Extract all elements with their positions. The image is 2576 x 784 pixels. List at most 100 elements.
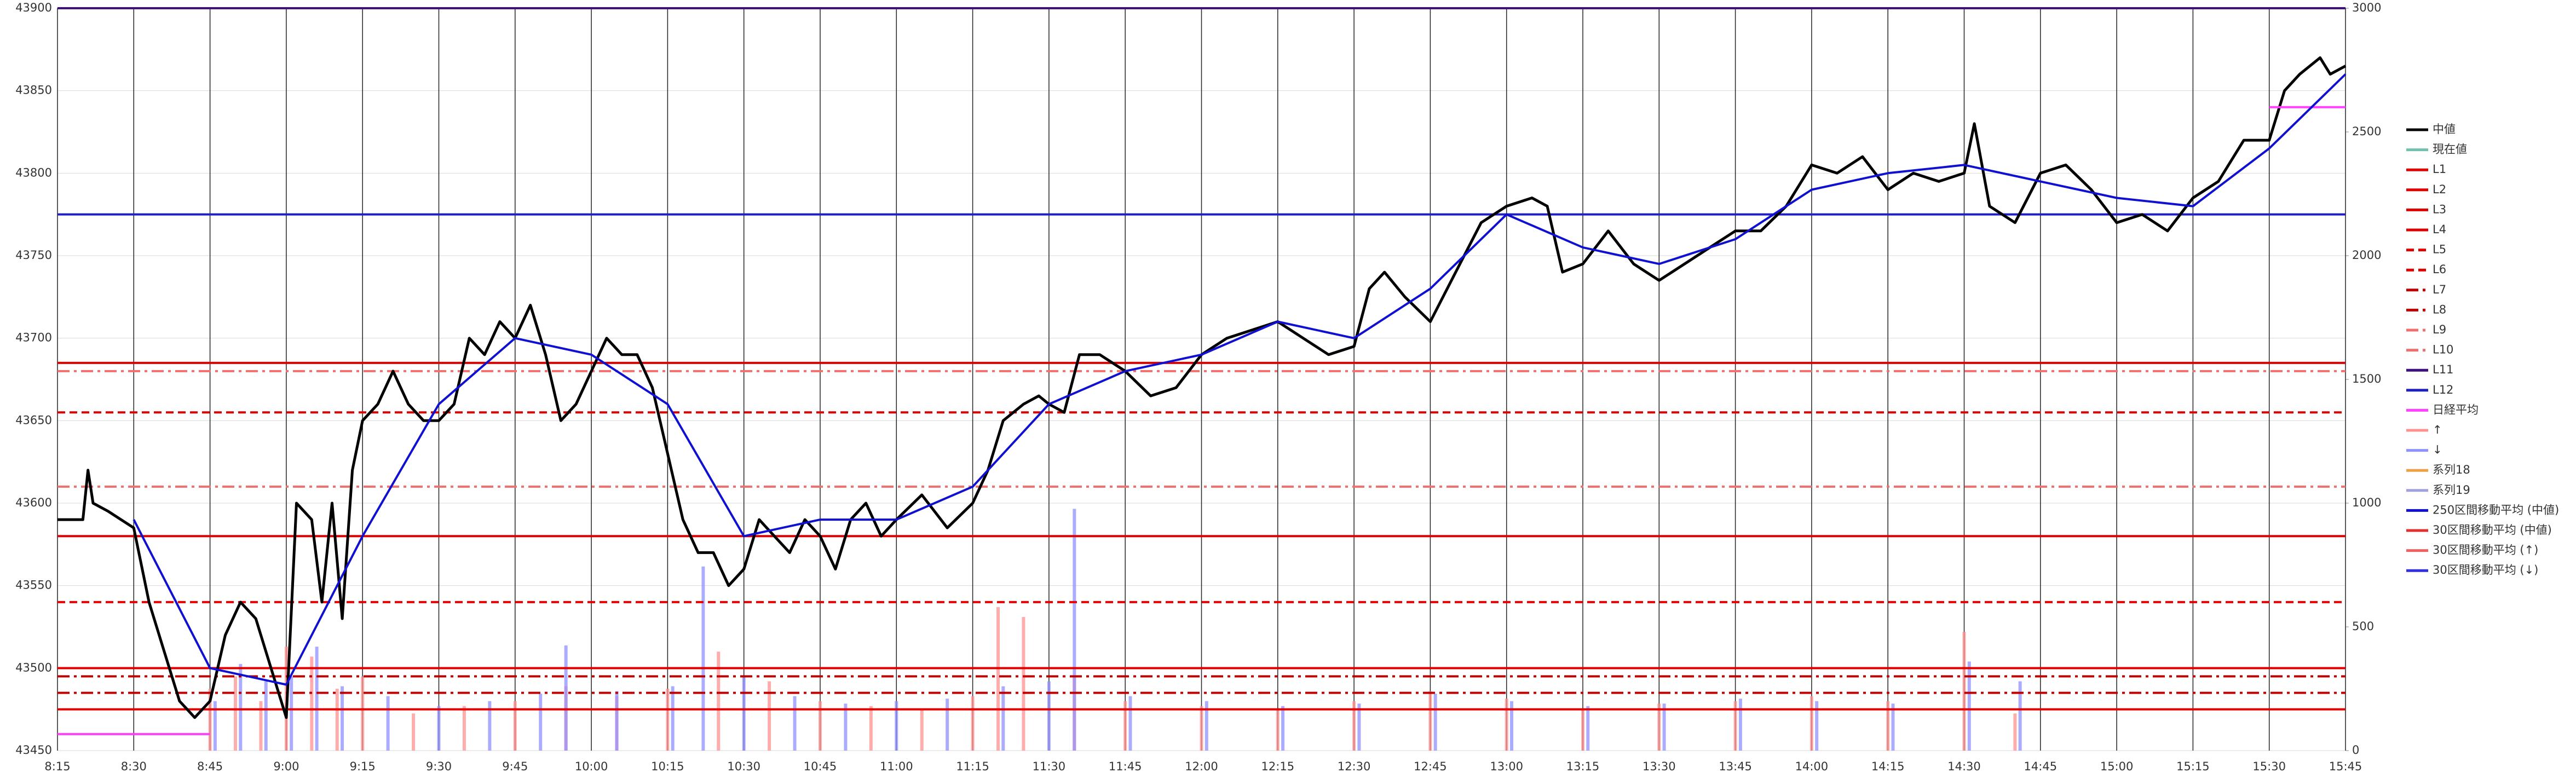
volume-bar	[1662, 704, 1666, 751]
legend-label: 系列19	[2433, 483, 2470, 497]
volume-bar	[819, 701, 822, 751]
x-tick-label: 9:30	[426, 760, 452, 773]
volume-bar	[1967, 661, 1971, 751]
x-tick-label: 12:30	[1338, 760, 1371, 773]
x-tick-label: 13:00	[1490, 760, 1523, 773]
x-tick-label: 10:30	[727, 760, 760, 773]
volume-bar	[996, 607, 1000, 751]
legend-label: L8	[2433, 303, 2446, 316]
legend-label: L3	[2433, 203, 2446, 216]
x-tick-label: 13:45	[1719, 760, 1752, 773]
volume-bar	[717, 652, 721, 751]
volume-bar	[1657, 704, 1661, 751]
legend-label: 30区間移動平均 (中値)	[2433, 523, 2552, 537]
volume-bar	[539, 694, 543, 751]
x-tick-label: 10:00	[575, 760, 608, 773]
legend-label: L5	[2433, 243, 2446, 256]
volume-bar	[208, 689, 212, 751]
y-tick-label: 43800	[15, 166, 52, 179]
volume-bar	[1073, 509, 1076, 751]
volume-bar	[1733, 701, 1737, 751]
x-tick-label: 14:15	[1871, 760, 1905, 773]
volume-bar	[895, 701, 898, 751]
volume-bar	[971, 696, 975, 751]
volume-bar	[310, 656, 314, 751]
volume-bar	[412, 713, 416, 751]
y-tick-label: 43550	[15, 579, 52, 592]
x-tick-label: 8:45	[197, 760, 223, 773]
x-tick-label: 13:30	[1643, 760, 1676, 773]
volume-bar	[844, 704, 848, 751]
volume-bar	[1205, 701, 1208, 751]
volume-bar	[1357, 704, 1361, 751]
legend-label: L10	[2433, 343, 2453, 356]
volume-bar	[920, 708, 924, 751]
x-tick-label: 10:15	[651, 760, 684, 773]
legend-label: L7	[2433, 283, 2446, 296]
volume-bar	[1433, 694, 1437, 751]
volume-bar	[1886, 701, 1890, 751]
y2-tick-label: 1000	[2352, 496, 2381, 509]
volume-bar	[615, 691, 619, 751]
x-tick-label: 14:45	[2024, 760, 2058, 773]
x-tick-label: 14:00	[1795, 760, 1829, 773]
volume-bar	[290, 676, 293, 751]
y-tick-label: 43700	[15, 331, 52, 344]
volume-bar	[259, 701, 263, 751]
x-tick-label: 15:45	[2329, 760, 2362, 773]
x-tick-label: 14:30	[1947, 760, 1981, 773]
x-tick-label: 11:45	[1109, 760, 1142, 773]
legend-label: ↓	[2433, 443, 2442, 457]
x-tick-label: 12:00	[1185, 760, 1218, 773]
volume-bar	[1815, 701, 1819, 751]
volume-bar	[1200, 706, 1203, 751]
volume-bar	[869, 706, 873, 751]
volume-bar	[462, 706, 466, 751]
legend-label: ↑	[2433, 423, 2442, 436]
legend-label: L9	[2433, 323, 2446, 336]
y2-tick-label: 0	[2352, 743, 2359, 757]
volume-bar	[1581, 708, 1584, 751]
volume-bar	[793, 696, 797, 751]
y-tick-label: 43650	[15, 413, 52, 426]
volume-bar	[701, 566, 705, 751]
x-tick-label: 15:30	[2252, 760, 2286, 773]
volume-bar	[1505, 699, 1508, 751]
series-line	[132, 73, 2347, 686]
volume-bar	[2013, 713, 2017, 751]
volume-bar	[1001, 686, 1005, 751]
volume-bar	[234, 676, 238, 751]
y2-tick-label: 500	[2352, 620, 2374, 633]
x-tick-label: 11:00	[880, 760, 913, 773]
x-tick-label: 8:30	[121, 760, 147, 773]
x-tick-label: 12:15	[1261, 760, 1295, 773]
legend-label: L12	[2433, 383, 2453, 396]
legend-label: 30区間移動平均 (↓)	[2433, 563, 2538, 577]
volume-bar	[341, 686, 344, 751]
volume-bar	[1586, 706, 1590, 751]
y2-tick-label: 1500	[2352, 372, 2381, 385]
x-tick-label: 8:15	[44, 760, 70, 773]
volume-bar	[335, 689, 339, 751]
volume-bar	[1509, 701, 1513, 751]
x-tick-label: 9:00	[273, 760, 299, 773]
volume-bar	[1428, 691, 1432, 751]
volume-bar	[768, 681, 771, 751]
volume-bar	[946, 699, 949, 751]
volume-bar	[742, 676, 746, 751]
legend-label: 中値	[2433, 123, 2456, 136]
y-tick-label: 43450	[15, 743, 52, 757]
x-tick-label: 15:00	[2100, 760, 2134, 773]
legend-label: L2	[2433, 183, 2446, 196]
y-tick-label: 43850	[15, 84, 52, 97]
volume-bar	[1962, 632, 1966, 751]
x-tick-label: 9:45	[502, 760, 528, 773]
volume-bar	[488, 701, 492, 751]
volume-bar	[1128, 696, 1132, 751]
volume-bar	[513, 701, 517, 751]
volume-bar	[1738, 699, 1742, 751]
legend-label: 30区間移動平均 (↑)	[2433, 544, 2538, 557]
y2-tick-label: 2000	[2352, 249, 2381, 262]
